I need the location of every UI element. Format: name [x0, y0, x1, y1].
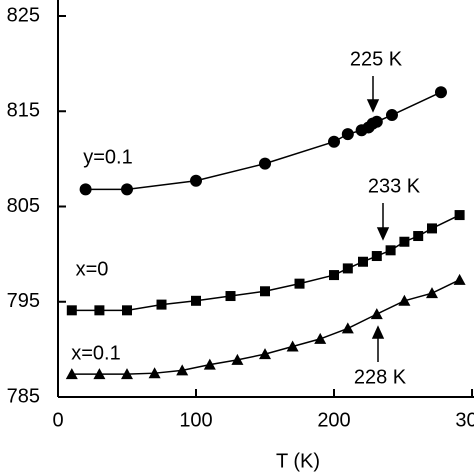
data-point [453, 273, 466, 285]
x-tick-label: 300 [455, 409, 474, 431]
y-tick-label: 805 [7, 195, 40, 217]
data-point [328, 135, 341, 148]
data-point [66, 305, 77, 316]
data-point [370, 308, 383, 320]
annotation: 228 K [354, 366, 407, 388]
y-tick-label: 795 [7, 290, 40, 312]
data-point [357, 256, 368, 267]
data-point [425, 287, 438, 299]
data-point [413, 231, 424, 242]
data-point [203, 358, 216, 370]
data-point [385, 109, 398, 122]
data-point [286, 340, 299, 352]
data-point [329, 270, 340, 281]
data-point [259, 157, 272, 170]
annotation: 233 K [368, 175, 421, 197]
x-tick-label: 100 [179, 409, 212, 431]
annotation-arrows [366, 76, 390, 362]
data-point [399, 236, 410, 247]
data-point [190, 174, 203, 187]
data-point [341, 128, 354, 141]
x-axis-label: T (K) [276, 450, 320, 472]
series-label: x=0.1 [71, 342, 120, 364]
data-point [454, 210, 465, 221]
y-tick-label: 785 [7, 385, 40, 407]
series-label: y=0.1 [83, 146, 132, 168]
data-point [434, 86, 447, 99]
data-point [385, 245, 396, 256]
data-point [225, 291, 236, 302]
annotation: 225 K [350, 48, 403, 70]
y-tick-label: 815 [7, 100, 40, 122]
data-point [94, 305, 105, 316]
data-point [341, 322, 354, 334]
data-point [121, 368, 134, 380]
x-tick-label: 0 [52, 409, 63, 431]
data-point [121, 183, 134, 196]
data-point [294, 278, 305, 289]
data-point [79, 183, 92, 196]
x-tick-label: 200 [317, 409, 350, 431]
series-label: x=0 [76, 258, 109, 280]
data-point [148, 367, 161, 379]
y-tick-label: 825 [7, 4, 40, 26]
data-point [371, 251, 382, 262]
data-point [93, 368, 106, 380]
data-point [426, 223, 437, 234]
data-point [191, 295, 202, 306]
data-point [176, 364, 189, 376]
data-point [156, 299, 167, 310]
data-point [260, 286, 271, 297]
data-point [370, 115, 383, 128]
data-point [398, 294, 411, 306]
data-point [342, 263, 353, 274]
data-point [122, 305, 133, 316]
data-point [231, 353, 244, 365]
data-point [259, 348, 272, 360]
data-point [314, 332, 327, 344]
data-point [65, 368, 78, 380]
